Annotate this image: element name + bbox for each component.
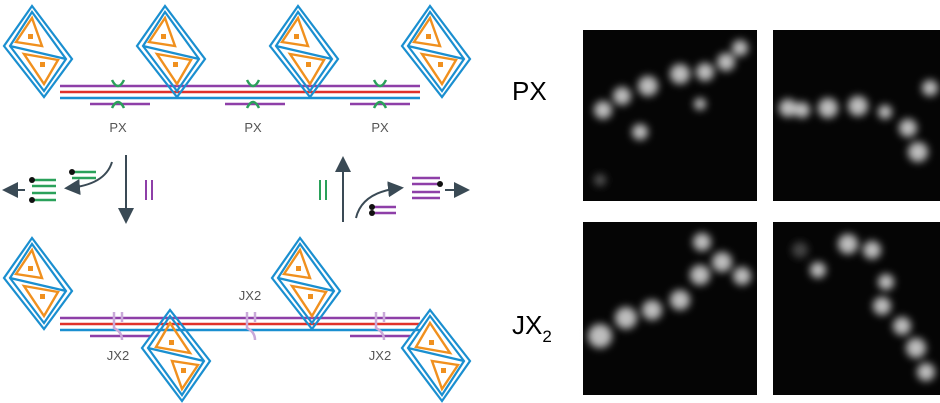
row-label-main: JX: [512, 310, 542, 340]
row-label: PX: [512, 76, 547, 106]
junction-label: PX: [371, 120, 389, 135]
exchange-arrows: [2, 155, 470, 224]
junction-label: PX: [109, 120, 127, 135]
junction-label: JX2: [369, 348, 391, 363]
micrographs: PX JX2: [512, 30, 940, 395]
junction-label: JX2: [239, 288, 261, 303]
row-label: JX2: [512, 310, 552, 346]
bottom-row: JX2 JX2 JX2: [2, 236, 470, 401]
top-row: PX PX PX: [2, 4, 472, 135]
row-label-subscript: 2: [542, 327, 551, 346]
junction-label: JX2: [107, 348, 129, 363]
junction-label: PX: [244, 120, 262, 135]
